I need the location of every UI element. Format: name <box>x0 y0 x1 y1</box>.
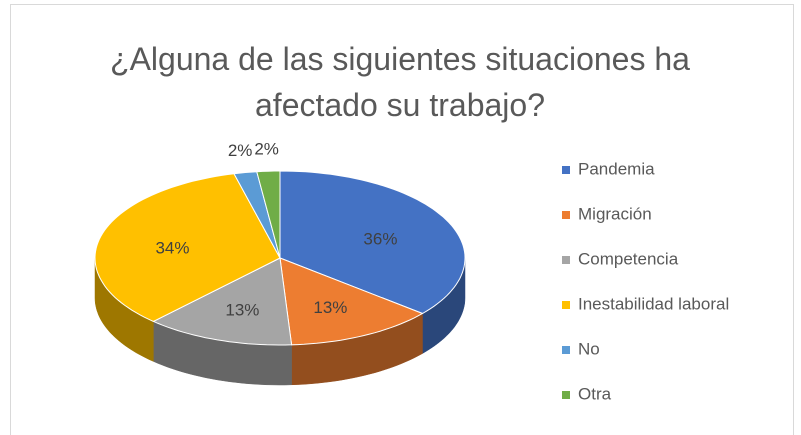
data-label: 36% <box>363 229 397 248</box>
legend-swatch <box>562 166 570 174</box>
legend-swatch <box>562 391 570 399</box>
pie-slice <box>279 170 466 315</box>
legend-swatch <box>562 211 570 219</box>
chart-frame <box>10 4 794 435</box>
data-label: 13% <box>225 301 259 320</box>
pie-slice <box>279 257 424 346</box>
data-label: 2% <box>228 141 253 160</box>
pie-slice <box>256 170 281 259</box>
legend-label: No <box>578 339 600 358</box>
data-label: 13% <box>313 298 347 317</box>
legend-swatch <box>562 346 570 354</box>
legend-label: Migración <box>578 204 652 223</box>
pie-slice <box>152 257 293 346</box>
legend-label: Pandemia <box>578 159 655 178</box>
data-label: 2% <box>254 140 279 159</box>
legend-label: Inestabilidad laboral <box>578 294 729 313</box>
legend-swatch <box>562 256 570 264</box>
chart-title: ¿Alguna de las siguientes situaciones ha… <box>110 41 690 123</box>
legend-label: Competencia <box>578 249 679 268</box>
pie-slice <box>94 173 281 322</box>
legend-label: Otra <box>578 384 612 403</box>
legend-swatch <box>562 301 570 309</box>
data-label: 34% <box>155 239 189 258</box>
